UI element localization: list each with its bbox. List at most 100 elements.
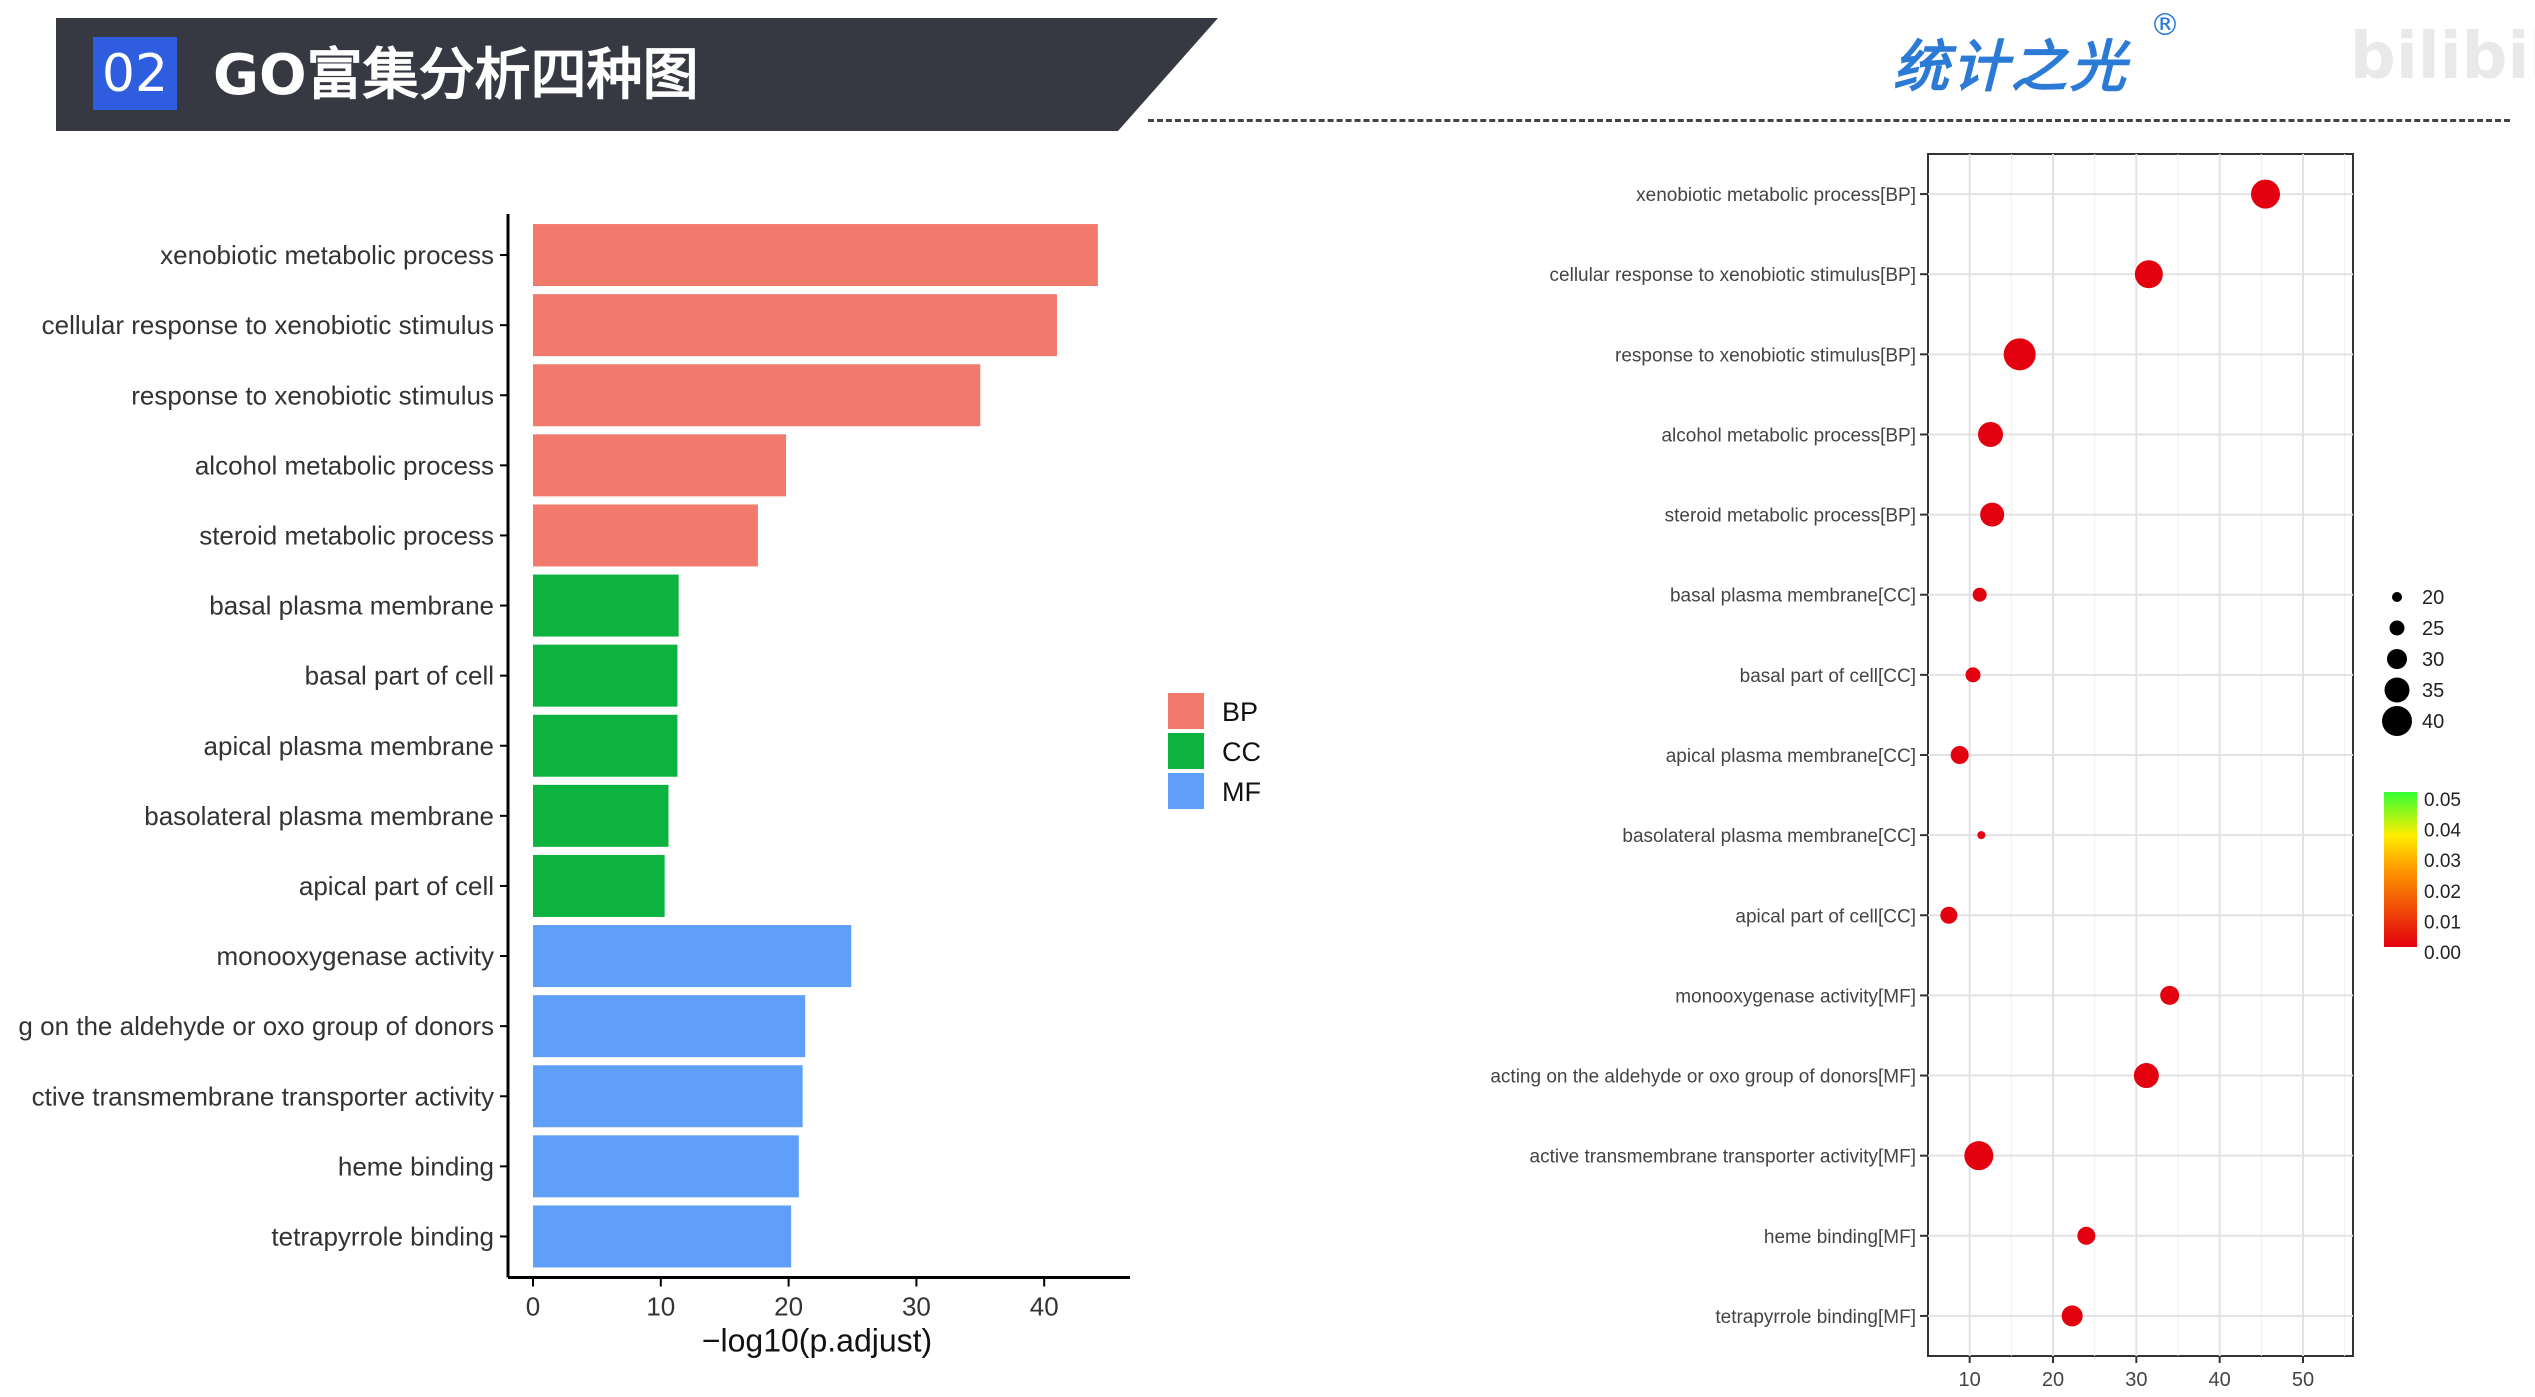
y-tick-label-12: g on the aldehyde or oxo group of donors: [18, 1011, 494, 1041]
size-legend-dot-25: [2389, 620, 2405, 636]
slide-title: GO富集分析四种图: [213, 43, 699, 108]
bar-3: [533, 364, 981, 427]
size-legend-label-30: 30: [2422, 649, 2444, 671]
color-legend-label-1: 0.05: [2424, 790, 2461, 811]
bar-2: [533, 294, 1057, 357]
legend-label-mf: MF: [1222, 777, 1261, 807]
dot-y-tick-label-8: apical plasma membrane[CC]: [1666, 746, 1916, 767]
registered-mark: ®: [2150, 8, 2180, 43]
size-legend-label-40: 40: [2422, 711, 2444, 733]
dot-y-tick-label-15: tetrapyrrole binding[MF]: [1715, 1307, 1916, 1328]
dot-x-tick-label-5: 50: [2292, 1369, 2314, 1390]
y-tick-label-9: basolateral plasma membrane: [144, 801, 494, 831]
dot-y-tick-label-3: response to xenobiotic stimulus[BP]: [1615, 345, 1916, 366]
y-tick-label-2: cellular response to xenobiotic stimulus: [42, 310, 494, 340]
size-legend-label-35: 35: [2422, 680, 2444, 702]
dot-10: [1940, 906, 1958, 924]
watermark-logo: bilibili: [2350, 20, 2535, 94]
bar-15: [533, 1205, 792, 1268]
bar-10: [533, 854, 665, 917]
dot-y-tick-label-5: steroid metabolic process[BP]: [1665, 506, 1916, 527]
dot-7: [1965, 667, 1981, 683]
brand-logo: 统计之光: [1893, 35, 2129, 100]
bar-1: [533, 224, 1098, 287]
x-tick-label-3: 20: [774, 1292, 803, 1322]
bar-11: [533, 925, 852, 988]
dot-x-tick-label-1: 10: [1959, 1369, 1981, 1390]
legend-label-bp: BP: [1222, 697, 1258, 727]
dot-6: [1972, 587, 1987, 602]
y-tick-label-3: response to xenobiotic stimulus: [131, 380, 494, 410]
dot-2: [2134, 260, 2163, 289]
size-legend-dot-40: [2382, 706, 2412, 736]
color-legend-label-3: 0.03: [2424, 851, 2461, 872]
dot-9: [1977, 831, 1986, 840]
x-tick-label-1: 0: [526, 1292, 540, 1322]
divider-dashed-line: [1148, 119, 2510, 122]
y-tick-label-13: ctive transmembrane transporter activity: [32, 1081, 494, 1111]
x-tick-label-2: 10: [646, 1292, 675, 1322]
y-tick-label-5: steroid metabolic process: [199, 520, 494, 550]
bar-6: [533, 574, 679, 637]
size-legend-dot-20: [2392, 592, 2402, 602]
bar-13: [533, 1065, 803, 1128]
x-tick-label-4: 30: [902, 1292, 931, 1322]
color-legend-label-4: 0.02: [2424, 882, 2461, 903]
size-legend-label-25: 25: [2422, 618, 2444, 640]
dot-y-tick-label-11: monooxygenase activity[MF]: [1675, 986, 1916, 1007]
y-tick-label-15: tetrapyrrole binding: [271, 1221, 494, 1251]
size-legend-dot-35: [2384, 677, 2410, 703]
dot-y-tick-label-1: xenobiotic metabolic process[BP]: [1636, 185, 1916, 206]
dot-3: [2003, 338, 2036, 371]
dot-y-tick-label-10: apical part of cell[CC]: [1735, 906, 1916, 927]
y-tick-label-14: heme binding: [338, 1151, 494, 1181]
size-legend-dot-30: [2387, 649, 2407, 669]
size-legend-label-20: 20: [2422, 587, 2444, 609]
color-legend-bar: [2384, 792, 2417, 947]
y-tick-label-6: basal plasma membrane: [209, 591, 494, 621]
dot-14: [2077, 1226, 2096, 1245]
y-tick-label-11: monooxygenase activity: [217, 941, 494, 971]
bar-4: [533, 434, 787, 497]
bar-12: [533, 995, 806, 1058]
dot-y-tick-label-6: basal plasma membrane[CC]: [1670, 586, 1916, 607]
bar-8: [533, 714, 678, 777]
dot-11: [2160, 985, 2180, 1005]
dot-5: [1980, 502, 2005, 527]
bar-14: [533, 1135, 799, 1198]
y-tick-label-4: alcohol metabolic process: [195, 450, 494, 480]
header-banner: [56, 18, 1218, 131]
bar-5: [533, 504, 758, 567]
dot-8: [1950, 746, 1969, 764]
x-tick-label-5: 40: [1030, 1292, 1059, 1322]
y-tick-label-1: xenobiotic metabolic process: [160, 240, 494, 270]
color-legend-label-2: 0.04: [2424, 821, 2461, 842]
legend-label-cc: CC: [1222, 737, 1261, 767]
y-tick-label-10: apical part of cell: [299, 871, 494, 901]
y-tick-label-8: apical plasma membrane: [204, 731, 494, 761]
dot-15: [2061, 1305, 2083, 1327]
x-axis-title: −log10(p.adjust): [702, 1323, 932, 1359]
slide-number-badge: 02: [93, 37, 177, 110]
dot-y-tick-label-12: acting on the aldehyde or oxo group of d…: [1490, 1067, 1916, 1088]
bar-7: [533, 644, 678, 707]
bar-chart: xenobiotic metabolic process cellular res…: [18, 214, 1261, 1359]
dot-1: [2251, 179, 2280, 209]
y-tick-label-7: basal part of cell: [305, 661, 494, 691]
dot-y-tick-label-7: basal part of cell[CC]: [1740, 666, 1916, 687]
dot-x-tick-label-3: 30: [2125, 1369, 2147, 1390]
dot-y-tick-label-13: active transmembrane transporter activit…: [1530, 1147, 1916, 1168]
dot-y-tick-label-14: heme binding[MF]: [1764, 1227, 1916, 1248]
dot-y-tick-label-4: alcohol metabolic process[BP]: [1661, 425, 1916, 446]
dot-y-tick-label-9: basolateral plasma membrane[CC]: [1622, 826, 1916, 847]
dot-chart: xenobiotic metabolic process[BP] cellular…: [1490, 153, 2461, 1390]
header-banner-shape: [56, 18, 1218, 131]
bar-9: [533, 784, 669, 847]
legend-swatch-bp: [1168, 693, 1204, 729]
dot-4: [1978, 421, 2003, 447]
dot-12: [2133, 1063, 2159, 1089]
dot-x-tick-label-2: 20: [2042, 1369, 2064, 1390]
dot-y-tick-label-2: cellular response to xenobiotic stimulus…: [1550, 265, 1916, 286]
dot-x-tick-label-4: 40: [2209, 1369, 2231, 1390]
color-legend-label-6: 0.00: [2424, 943, 2461, 964]
